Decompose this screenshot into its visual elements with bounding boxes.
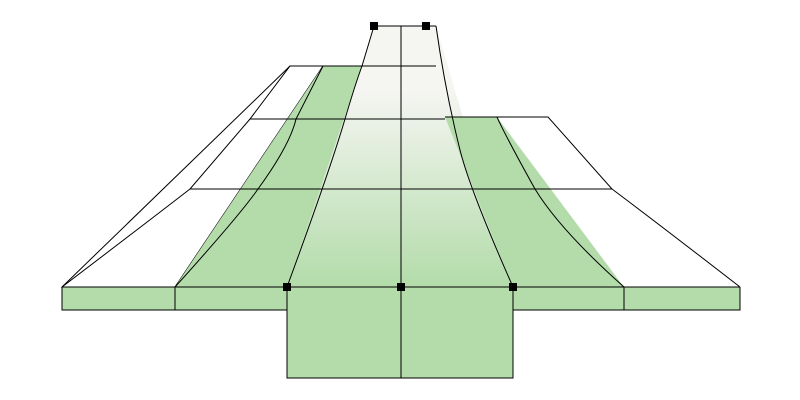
- base-right-inner: [513, 287, 624, 310]
- front-block-left: [287, 287, 401, 378]
- left-green-panel: [175, 66, 362, 287]
- handle-bottom-left[interactable]: [283, 283, 291, 291]
- base-left-outer: [62, 287, 175, 310]
- base-right-outer: [624, 287, 740, 310]
- center-panel: [287, 26, 513, 287]
- front-block-right: [401, 287, 513, 378]
- handle-bottom-center[interactable]: [397, 283, 405, 291]
- handle-bottom-right[interactable]: [509, 283, 517, 291]
- right-outer-white-panel: [497, 117, 740, 287]
- handle-top-right[interactable]: [422, 22, 430, 30]
- handle-top-left[interactable]: [370, 22, 378, 30]
- base-left-inner: [175, 287, 287, 310]
